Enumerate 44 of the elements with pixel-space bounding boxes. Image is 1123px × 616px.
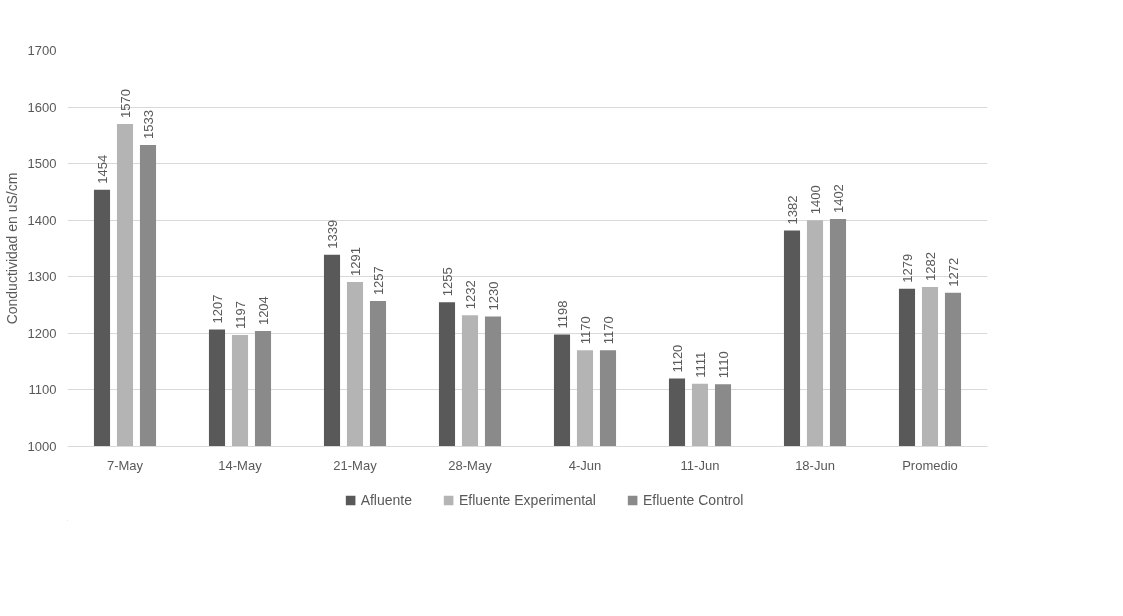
data-label: 1255 xyxy=(439,267,455,297)
x-tick-label: 11-Jun xyxy=(680,457,720,473)
x-tick-label: 7-May xyxy=(106,457,144,473)
data-label: 1110 xyxy=(715,351,731,379)
y-axis-title: Conductividad en uS/cm xyxy=(3,172,20,325)
y-tick-label: 1600 xyxy=(27,99,57,115)
data-label: 1197 xyxy=(232,301,248,330)
y-tick-label: 1000 xyxy=(27,439,57,454)
data-label: 1402 xyxy=(830,184,846,214)
y-tick-label: 1700 xyxy=(27,43,57,58)
data-label: 1400 xyxy=(807,185,823,215)
data-label: 1207 xyxy=(209,294,225,324)
x-tick-label: 14-May xyxy=(218,457,263,473)
data-label: 1198 xyxy=(554,300,570,329)
data-label: 1232 xyxy=(462,280,478,310)
legend-label: Afluente xyxy=(360,492,412,508)
x-tick-label: 18-Jun xyxy=(795,457,835,473)
y-tick-label: 1200 xyxy=(27,325,57,341)
data-label: 1257 xyxy=(370,266,386,296)
data-label: 1339 xyxy=(324,219,340,249)
data-label: 1120 xyxy=(669,344,685,373)
data-label: 1570 xyxy=(117,89,133,119)
data-label: 1533 xyxy=(140,110,156,139)
x-tick-label: 28-May xyxy=(448,457,493,473)
data-label: 1170 xyxy=(600,316,616,345)
data-label: 1291 xyxy=(347,246,363,276)
x-tick-label: 4-Jun xyxy=(568,457,602,473)
y-tick-label: 1400 xyxy=(27,212,57,228)
y-tick-label: 1100 xyxy=(28,382,57,398)
data-label: 1382 xyxy=(784,195,800,225)
data-label: 1282 xyxy=(922,252,938,281)
x-tick-label: 21-May xyxy=(333,457,378,473)
data-label: 1204 xyxy=(255,296,271,326)
data-label: 1170 xyxy=(577,316,593,345)
y-tick-label: 1500 xyxy=(27,156,57,172)
data-label: 1272 xyxy=(945,257,961,287)
data-label: 1230 xyxy=(485,281,501,311)
legend-label: Efluente Control xyxy=(642,492,744,508)
x-tick-label: Promedio xyxy=(902,457,958,473)
data-label: 1111 xyxy=(692,351,708,378)
data-label: 1454 xyxy=(94,154,110,184)
data-label: 1279 xyxy=(899,253,915,283)
legend-label: Efluente Experimental xyxy=(459,492,596,508)
y-tick-label: 1300 xyxy=(27,269,57,285)
